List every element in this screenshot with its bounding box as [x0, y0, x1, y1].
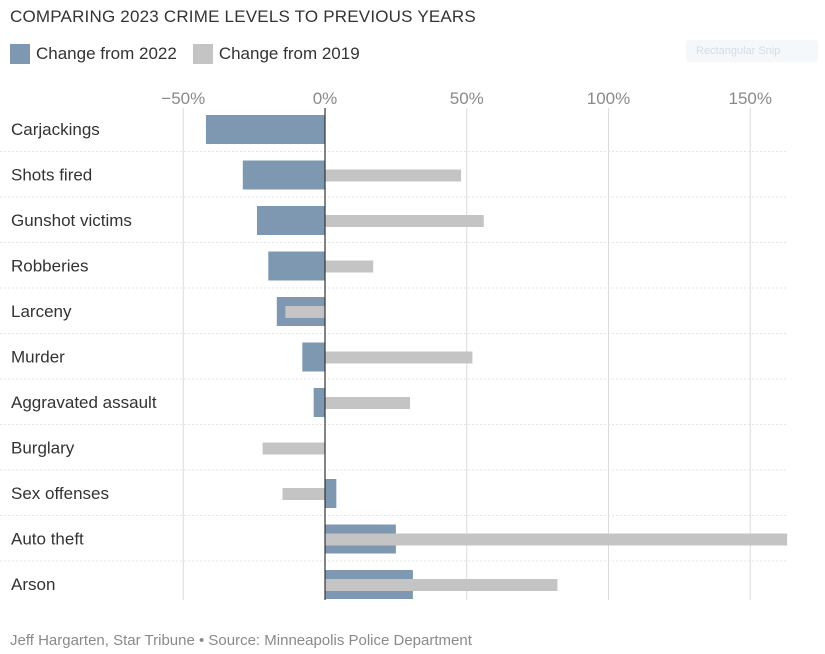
bar-2022: [205, 115, 325, 144]
category-labels: Carjackings Shots fired Gunshot victims Rob…: [11, 120, 157, 594]
bar-2022: [325, 479, 337, 508]
category-label: Carjackings: [11, 120, 100, 139]
bar-2019: [325, 169, 462, 182]
bar-2019: [325, 351, 473, 364]
x-tick-label: 150%: [729, 89, 772, 108]
bar-2019: [325, 533, 788, 546]
legend-swatch-2019: [192, 44, 213, 64]
category-label: Gunshot victims: [11, 211, 132, 230]
source-credit: Jeff Hargarten, Star Tribune • Source: M…: [10, 632, 472, 649]
bar-2022: [313, 388, 325, 417]
bar-2022: [268, 251, 325, 281]
bar-2019: [325, 579, 558, 591]
snip-tool-tag[interactable]: Rectangular Snip: [686, 40, 818, 62]
category-label: Auto theft: [11, 529, 84, 548]
bar-2022: [242, 160, 325, 190]
bar-2022: [302, 342, 325, 372]
bar-2019: [282, 488, 325, 500]
legend-item-2019: Change from 2019: [192, 44, 360, 64]
x-axis-ticks: −50% 0% 50% 100% 150%: [161, 89, 772, 108]
bar-2019: [325, 260, 374, 273]
chart-title: COMPARING 2023 CRIME LEVELS TO PREVIOUS …: [10, 7, 476, 26]
x-tick-label: −50%: [161, 89, 205, 108]
category-label: Arson: [11, 575, 55, 594]
category-label: Aggravated assault: [11, 393, 157, 412]
bar-2019: [325, 215, 484, 227]
category-label: Shots fired: [11, 165, 92, 184]
row-separators: [0, 151, 788, 562]
legend: Change from 2022 Change from 2019: [10, 44, 376, 64]
bar-2019: [285, 306, 325, 318]
legend-item-2022: Change from 2022: [10, 44, 177, 64]
category-label: Larceny: [11, 302, 72, 321]
bar-2019: [325, 397, 411, 409]
legend-label-2022: Change from 2022: [36, 44, 177, 63]
category-label: Burglary: [11, 438, 75, 457]
legend-label-2019: Change from 2019: [218, 44, 360, 63]
bars: [205, 115, 788, 599]
category-label: Murder: [11, 347, 65, 366]
category-label: Sex offenses: [11, 484, 109, 503]
x-tick-label: 0%: [313, 89, 338, 108]
bar-2019: [262, 442, 325, 455]
x-tick-label: 100%: [587, 89, 630, 108]
bar-2022: [256, 206, 325, 235]
x-tick-label: 50%: [450, 89, 484, 108]
category-label: Robberies: [11, 256, 89, 275]
grid-lines: [182, 108, 751, 600]
legend-swatch-2022: [10, 44, 30, 64]
